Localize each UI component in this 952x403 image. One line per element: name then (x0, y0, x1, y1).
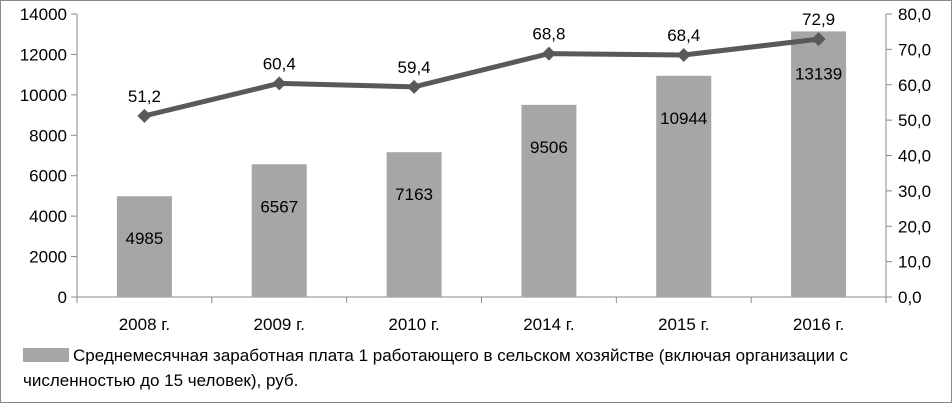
axes: 0 2000 4000 6000 8000 10000 12000 14000 0,0 10,0 2… (20, 5, 931, 334)
legend: Среднемесячная заработная плата 1 работа… (23, 343, 943, 393)
bar (386, 152, 442, 297)
bar (116, 196, 172, 297)
y-right-tick-label: 80,0 (898, 5, 931, 24)
line-marker (137, 108, 152, 123)
y-right-tick-label: 20,0 (898, 217, 931, 236)
x-tick-label: 2008 г. (119, 315, 170, 334)
line-series (137, 32, 826, 123)
bar (521, 104, 577, 297)
legend-swatch (23, 347, 69, 362)
bar (791, 31, 847, 297)
line-value-label: 72,9 (802, 10, 835, 29)
bar-value-label: 10944 (660, 109, 707, 128)
x-tick-label: 2010 г. (388, 315, 439, 334)
bar-value-label: 6567 (260, 197, 298, 216)
x-tick-label: 2014 г. (523, 315, 574, 334)
y-right-tick-label: 70,0 (898, 40, 931, 59)
bars (116, 31, 847, 297)
data-labels: 4985 6567 7163 9506 10944 13139 51,2 60,4 59,4 68… (126, 10, 843, 248)
line-value-label: 68,8 (532, 25, 565, 44)
line-value-label: 59,4 (398, 58, 431, 77)
bar-value-label: 7163 (395, 185, 433, 204)
y-left-tick-label: 10000 (20, 86, 67, 105)
y-left-tick-label: 12000 (20, 45, 67, 64)
y-right-tick-label: 10,0 (898, 253, 931, 272)
y-left-tick-label: 0 (58, 288, 67, 307)
x-tick-label: 2016 г. (793, 315, 844, 334)
y-right-tick-label: 50,0 (898, 111, 931, 130)
line-marker (541, 46, 556, 61)
line-path (143, 36, 819, 119)
line-value-label: 68,4 (667, 26, 700, 45)
line-marker (676, 48, 691, 63)
y-left-tick-label: 4000 (29, 207, 67, 226)
y-right-tick-label: 60,0 (898, 76, 931, 95)
y-left-tick-label: 6000 (29, 167, 67, 186)
line-marker (407, 79, 422, 94)
bar (251, 164, 307, 297)
bar-value-label: 13139 (795, 64, 842, 83)
y-right-tick-label: 30,0 (898, 182, 931, 201)
x-tick-label: 2009 г. (254, 315, 305, 334)
combo-chart: 0 2000 4000 6000 8000 10000 12000 14000 0,0 10,0 2… (20, 5, 931, 334)
line-value-label: 51,2 (128, 87, 161, 106)
legend-label: Среднемесячная заработная плата 1 работа… (23, 346, 848, 390)
bar-value-label: 9506 (530, 138, 568, 157)
line-marker (811, 32, 826, 47)
y-right-tick-label: 0,0 (898, 288, 922, 307)
bar-value-label: 4985 (126, 229, 164, 248)
x-tick-label: 2015 г. (658, 315, 709, 334)
line-marker (272, 76, 287, 91)
y-right-tick-label: 40,0 (898, 147, 931, 166)
bar (656, 75, 712, 297)
y-left-tick-label: 8000 (29, 126, 67, 145)
line-value-label: 60,4 (263, 54, 296, 73)
y-left-tick-label: 2000 (29, 248, 67, 267)
y-left-tick-label: 14000 (20, 5, 67, 24)
